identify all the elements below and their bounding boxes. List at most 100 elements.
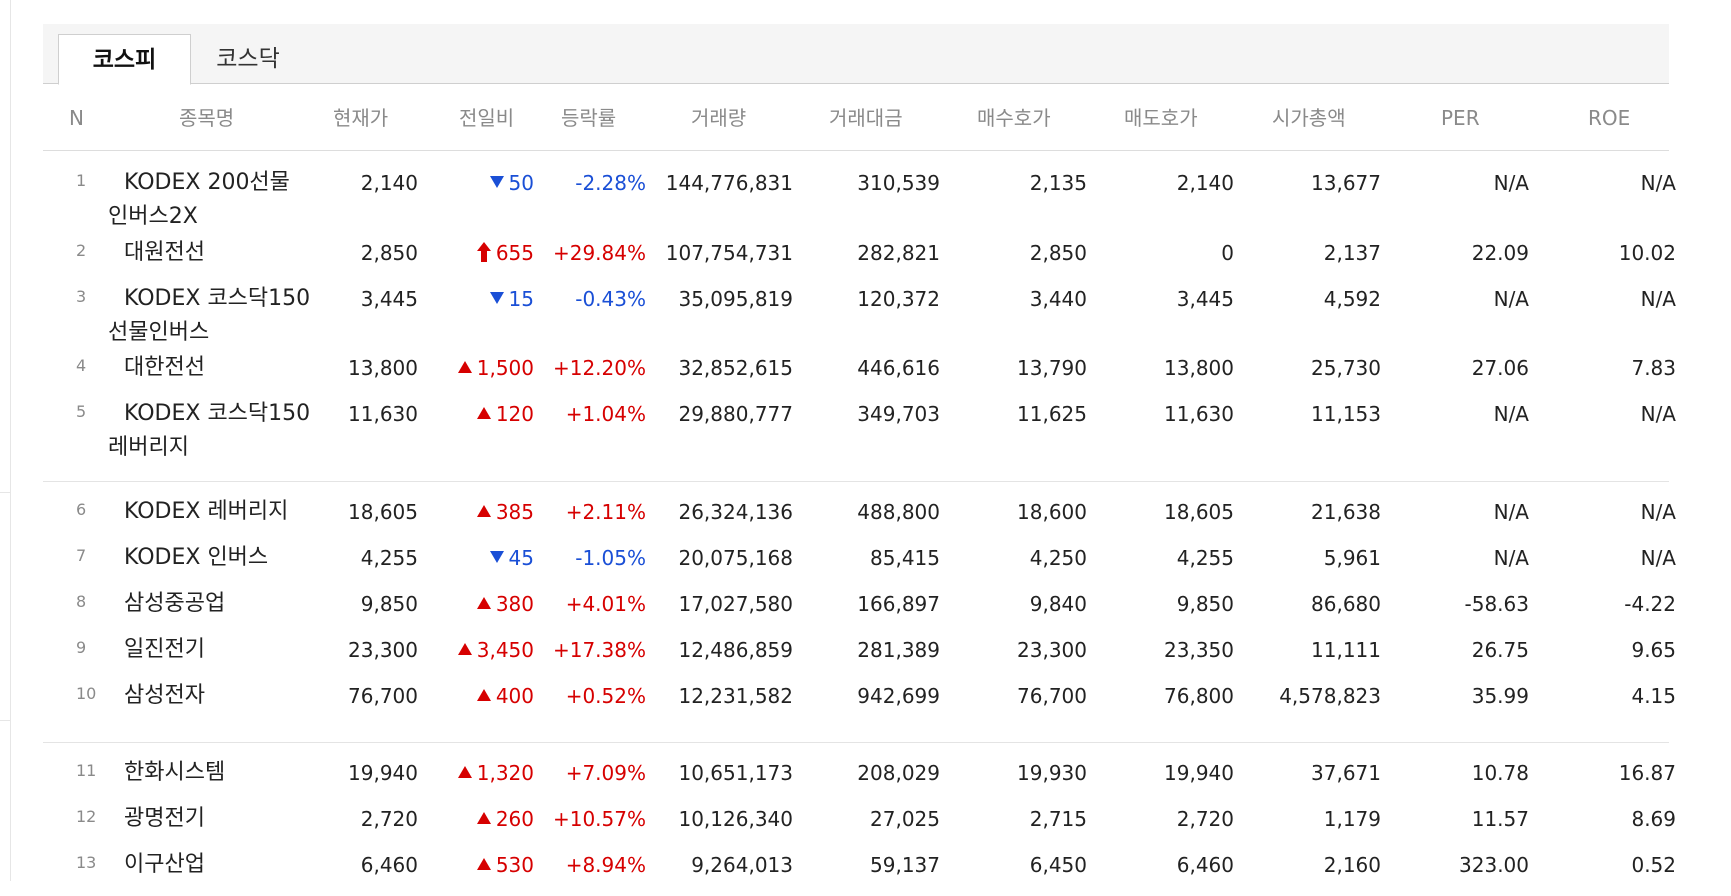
price-cell: 2,850 bbox=[360, 241, 418, 265]
ask-cell: 76,800 bbox=[1164, 684, 1234, 708]
stock-name-link[interactable]: KODEX 레버리지 bbox=[124, 495, 324, 529]
row-number: 11 bbox=[76, 761, 97, 780]
volume-cell: 35,095,819 bbox=[678, 287, 793, 311]
roe-cell: 8.69 bbox=[1631, 807, 1676, 831]
per-cell: 22.09 bbox=[1471, 241, 1529, 265]
amount-cell: 281,389 bbox=[857, 638, 940, 662]
row-number: 6 bbox=[76, 500, 87, 519]
change-value: 45 bbox=[508, 546, 534, 570]
stock-name-line: 대원전선 bbox=[124, 240, 205, 265]
table-row[interactable]: 11 한화시스템 19,940 1,320 +7.09% 10,651,173 208,02… bbox=[0, 758, 1731, 804]
stock-name-link[interactable]: 일진전기 bbox=[124, 633, 324, 667]
price-cell: 19,940 bbox=[348, 761, 418, 785]
triangle-down-icon bbox=[489, 292, 504, 304]
per-cell: N/A bbox=[1493, 171, 1529, 195]
volume-cell: 17,027,580 bbox=[678, 592, 793, 616]
bid-cell: 23,300 bbox=[1017, 638, 1087, 662]
rate-cell: -2.28% bbox=[575, 171, 646, 195]
table-row[interactable]: 8 삼성중공업 9,850 380 +4.01% 17,027,580 166,897 9,8… bbox=[0, 589, 1731, 635]
roe-cell: 9.65 bbox=[1631, 638, 1676, 662]
column-header-n: N bbox=[69, 106, 84, 130]
table-row[interactable]: 6 KODEX 레버리지 18,605 385 +2.11% 26,324,136 488,… bbox=[0, 497, 1731, 543]
change-cell: 45 bbox=[489, 543, 534, 573]
change-value: 260 bbox=[495, 807, 534, 831]
mcap-cell: 11,153 bbox=[1311, 402, 1381, 426]
table-row[interactable]: 2 대원전선 2,850 655 +29.84% 107,754,731 282,821 2,… bbox=[0, 238, 1731, 284]
row-number: 3 bbox=[76, 287, 87, 306]
table-row[interactable]: 4 대한전선 13,800 1,500 +12.20% 32,852,615 446,616… bbox=[0, 353, 1731, 399]
mcap-cell: 1,179 bbox=[1323, 807, 1381, 831]
group-divider bbox=[43, 742, 1669, 743]
table-row[interactable]: 13 이구산업 6,460 530 +8.94% 9,264,013 59,137 6,450… bbox=[0, 850, 1731, 896]
stock-name-link[interactable]: KODEX 코스닥150 레버리지 bbox=[108, 397, 324, 465]
stock-name-line: 삼성전자 bbox=[124, 683, 205, 708]
roe-cell: 0.52 bbox=[1631, 853, 1676, 877]
roe-cell: -4.22 bbox=[1624, 592, 1676, 616]
change-cell: 380 bbox=[476, 589, 534, 619]
table-row[interactable]: 9 일진전기 23,300 3,450 +17.38% 12,486,859 281,389… bbox=[0, 635, 1731, 681]
amount-cell: 282,821 bbox=[857, 241, 940, 265]
stock-name-line-2: 레버리지 bbox=[108, 435, 189, 460]
tab-kosdaq[interactable]: 코스닥 bbox=[216, 46, 280, 72]
stock-name-line: 일진전기 bbox=[124, 637, 205, 662]
volume-cell: 12,486,859 bbox=[678, 638, 793, 662]
rate-cell: +29.84% bbox=[552, 241, 646, 265]
column-header-change: 전일비 bbox=[459, 106, 515, 130]
stock-name-link[interactable]: 대한전선 bbox=[124, 351, 324, 385]
row-number: 7 bbox=[76, 546, 87, 565]
amount-cell: 310,539 bbox=[857, 171, 940, 195]
change-value: 530 bbox=[495, 853, 534, 877]
rate-cell: -1.05% bbox=[575, 546, 646, 570]
stock-name-link[interactable]: 한화시스템 bbox=[124, 756, 324, 790]
table-row[interactable]: 12 광명전기 2,720 260 +10.57% 10,126,340 27,025 2,7… bbox=[0, 804, 1731, 850]
mcap-cell: 25,730 bbox=[1311, 356, 1381, 380]
roe-cell: 16.87 bbox=[1618, 761, 1676, 785]
price-cell: 2,140 bbox=[360, 171, 418, 195]
column-header-volume: 거래량 bbox=[691, 106, 747, 130]
table-row[interactable]: 7 KODEX 인버스 4,255 45 -1.05% 20,075,168 85,415 4… bbox=[0, 543, 1731, 589]
column-header-amount: 거래대금 bbox=[829, 106, 903, 130]
tab-kospi[interactable]: 코스피 bbox=[58, 34, 191, 85]
per-cell: 26.75 bbox=[1471, 638, 1529, 662]
change-value: 1,320 bbox=[476, 761, 534, 785]
table-row[interactable]: 5 KODEX 코스닥150 레버리지 11,630 120 +1.04% 29,880,7… bbox=[0, 399, 1731, 460]
row-number: 13 bbox=[76, 853, 97, 872]
triangle-down-icon bbox=[489, 176, 504, 188]
stock-name-link[interactable]: 삼성중공업 bbox=[124, 587, 324, 621]
stock-name-link[interactable]: 대원전선 bbox=[124, 236, 324, 270]
change-value: 400 bbox=[495, 684, 534, 708]
per-cell: 323.00 bbox=[1459, 853, 1529, 877]
ask-cell: 23,350 bbox=[1164, 638, 1234, 662]
amount-cell: 85,415 bbox=[870, 546, 940, 570]
stock-name-line-2: 인버스2X bbox=[108, 204, 198, 229]
triangle-up-icon bbox=[457, 361, 472, 373]
stock-name-line: 한화시스템 bbox=[124, 760, 226, 785]
table-header: N 종목명 현재가 전일비 등락률 거래량 거래대금 매수호가 매도호가 시가총… bbox=[43, 85, 1669, 151]
change-value: 385 bbox=[495, 500, 534, 524]
row-number: 12 bbox=[76, 807, 97, 826]
stock-name-link[interactable]: 삼성전자 bbox=[124, 679, 324, 713]
amount-cell: 349,703 bbox=[857, 402, 940, 426]
stock-name-link[interactable]: KODEX 코스닥150 선물인버스 bbox=[108, 282, 324, 350]
roe-cell: 7.83 bbox=[1631, 356, 1676, 380]
stock-name-line: 광명전기 bbox=[124, 806, 205, 831]
stock-name-link[interactable]: KODEX 인버스 bbox=[124, 541, 324, 575]
row-number: 8 bbox=[76, 592, 87, 611]
table-row[interactable]: 1 KODEX 200선물 인버스2X 2,140 50 -2.28% 144,776,83… bbox=[0, 168, 1731, 229]
row-number: 9 bbox=[76, 638, 87, 657]
volume-cell: 9,264,013 bbox=[691, 853, 793, 877]
table-row[interactable]: 3 KODEX 코스닥150 선물인버스 3,445 15 -0.43% 35,095,81… bbox=[0, 284, 1731, 345]
rate-cell: +0.52% bbox=[565, 684, 646, 708]
stock-name-link[interactable]: KODEX 200선물 인버스2X bbox=[108, 166, 324, 234]
per-cell: N/A bbox=[1493, 287, 1529, 311]
bid-cell: 76,700 bbox=[1017, 684, 1087, 708]
table-row[interactable]: 10 삼성전자 76,700 400 +0.52% 12,231,582 942,699 76… bbox=[0, 681, 1731, 727]
row-number: 10 bbox=[76, 684, 97, 703]
bid-cell: 2,850 bbox=[1029, 241, 1087, 265]
volume-cell: 20,075,168 bbox=[678, 546, 793, 570]
stock-name-link[interactable]: 이구산업 bbox=[124, 848, 324, 882]
stock-name-link[interactable]: 광명전기 bbox=[124, 802, 324, 836]
bid-cell: 6,450 bbox=[1029, 853, 1087, 877]
mcap-cell: 4,578,823 bbox=[1279, 684, 1381, 708]
ask-cell: 11,630 bbox=[1164, 402, 1234, 426]
